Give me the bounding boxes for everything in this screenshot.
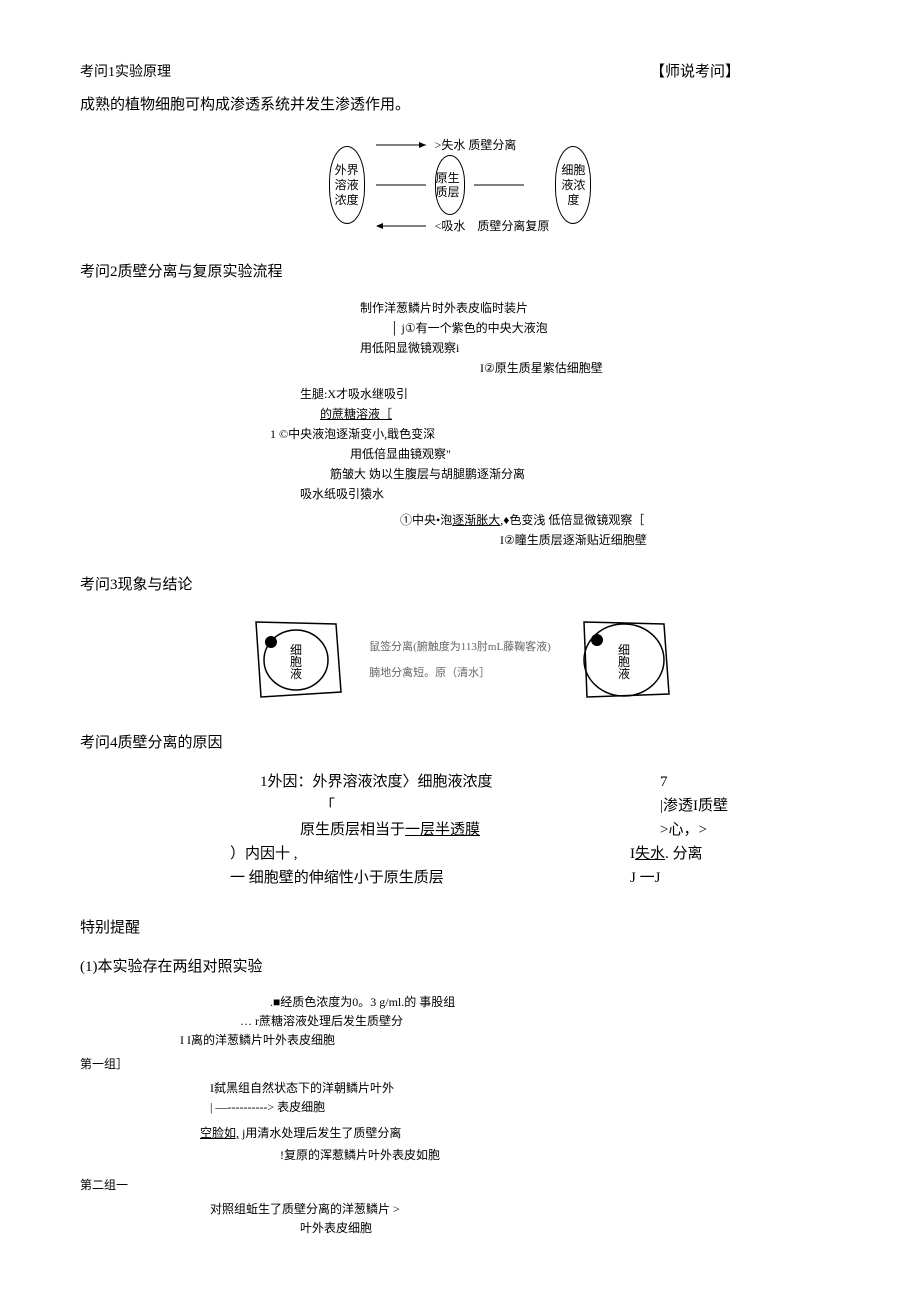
flow-line: │ j①有一个紫色的中央大液泡 [390,319,840,337]
cause-r3m: >心，> [660,818,707,842]
reminder-title: 特别提醒 [80,916,840,937]
cell-left-icon: 细 胞 液 [241,612,351,707]
bot-left-label: <吸水 [435,217,466,234]
mid-oval: 原生质层 [435,155,465,215]
reminder-sub1: (1)本实验存在两组对照实验 [80,955,840,976]
ctrl-line: !复原的浑惹鳞片叶外表皮如胞 [280,1147,840,1163]
flow-line: I②瞳生质层逐渐贴近细胞壁 [500,531,840,549]
cell-diagram-row: 细 胞 液 鼠签分离(腑触度为113肘mL藤鞠客液) 腩地分禽短。原（清水］ 细… [80,612,840,707]
cause-diagram: 1外因：外界溶液浓度〉细胞液浓度 7 「 |渗透I质壁 原生质层相当于一层半透膜… [260,770,840,890]
cause-r3l: 原生质层相当于一层半透膜 [260,818,600,842]
flow-line: 筋皱大 妫以生腹层与胡腿鹏逐渐分离 [330,465,840,483]
teacher-annotation: 【师说考问】 [650,60,740,81]
cause-r4l: ）内因十 , [230,842,570,866]
line-icon [371,180,431,190]
cause-r1l: 1外因：外界溶液浓度〉细胞液浓度 [260,770,600,794]
svg-text:液: 液 [618,666,630,681]
bot-right-label: 质壁分离复原 [477,217,549,234]
arrow-right-icon [371,140,431,150]
svg-text:液: 液 [290,666,302,681]
left-oval: 外界溶液浓度 [329,146,365,224]
line-icon [469,180,529,190]
flow-line: 用低阳显微镜观察i [360,339,840,357]
header-row: 考问1实验原理 【师说考问】 [80,60,840,81]
q3-title: 考问3现象与结论 [80,573,840,594]
ctrl-line: I I离的洋葱鳞片叶外表皮细胞 [180,1032,840,1048]
ctrl-line: 对照组蚯生了质壁分离的洋葱鳞片 > [210,1201,840,1217]
q4-section: 考问4质壁分离的原因 1外因：外界溶液浓度〉细胞液浓度 7 「 |渗透I质壁 原… [80,731,840,890]
ctrl-line: | —----------> 表皮细胞 [210,1099,840,1115]
right-oval: 细胞液浓度 [555,146,591,224]
flow-line: 的蔗糖溶液［ [320,405,840,423]
group2-label: 第二组一 [80,1177,840,1193]
ctrl-line: 空脸如, j用清水处理后发生了质壁分离 [200,1125,840,1141]
q3-section: 考问3现象与结论 细 胞 液 鼠签分离(腑触度为113肘mL藤鞠客液) 腩地分禽… [80,573,840,707]
control-experiments: .■经质色浓度为0。3 g/ml.的 事股组 … r蔗糖溶液处理后发生质壁分 I… [80,994,840,1236]
flow-line: 吸水纸吸引猿水 [300,485,840,503]
ctrl-line: 叶外表皮细胞 [300,1220,840,1236]
flow-line: 1 ©中央液泡逐渐变小,戢色变深 [270,425,840,443]
q2-title: 考问2质壁分离与复原实验流程 [80,260,840,281]
ctrl-line: .■经质色浓度为0。3 g/ml.的 事股组 [270,994,840,1010]
principle-text: 成熟的植物细胞可构成渗透系统并发生渗透作用。 [80,93,840,114]
flow-line: ①中央•泡逐渐胀大,♦色变浅 低倍显微镜观察［ [400,511,840,529]
q3-text1: 鼠签分离(腑触度为113肘mL藤鞠客液) [369,638,551,656]
group1-label: 第一组］ [80,1056,840,1072]
cause-r4r: I失水. 分离 [630,842,703,866]
flow-diagram: 制作洋葱鳞片时外表皮临时装片 │ j①有一个紫色的中央大液泡 用低阳显微镜观察i… [300,299,840,549]
flow-line: 制作洋葱鳞片时外表皮临时装片 [360,299,840,317]
ctrl-line: I弑黑组自然状态下的洋朝鳞片叶外 [210,1080,840,1096]
osmosis-diagram: 外界溶液浓度 >失水 质壁分离 原生质层 <吸水 质壁分离复原 细胞液浓度 [80,136,840,234]
cause-r5l: 一 细胞壁的伸缩性小于原生质层 [230,866,570,890]
cause-r1r: 7 [660,770,668,794]
top-label: >失水 质壁分离 [435,136,517,153]
flow-line: 生腿:X才吸水继吸引 [300,385,840,403]
q3-text-block: 鼠签分离(腑触度为113肘mL藤鞠客液) 腩地分禽短。原（清水］ [369,638,551,682]
cause-r2l: 「 [260,794,600,818]
arrow-left-icon [371,221,431,231]
q2-section: 考问2质壁分离与复原实验流程 制作洋葱鳞片时外表皮临时装片 │ j①有一个紫色的… [80,260,840,549]
cell-right-icon: 细 胞 液 [569,612,679,707]
q3-text2: 腩地分禽短。原（清水］ [369,664,551,682]
flow-line: I②原生质星紫估细胞壁 [480,359,840,377]
flow-line: 用低倍显曲镜观察" [350,445,840,463]
cause-r2r: |渗透I质壁 [660,794,728,818]
ctrl-line: … r蔗糖溶液处理后发生质壁分 [240,1013,840,1029]
cause-r5r: J 一J [630,866,660,890]
q1-title: 考问1实验原理 [80,61,171,81]
q4-title: 考问4质壁分离的原因 [80,731,840,752]
